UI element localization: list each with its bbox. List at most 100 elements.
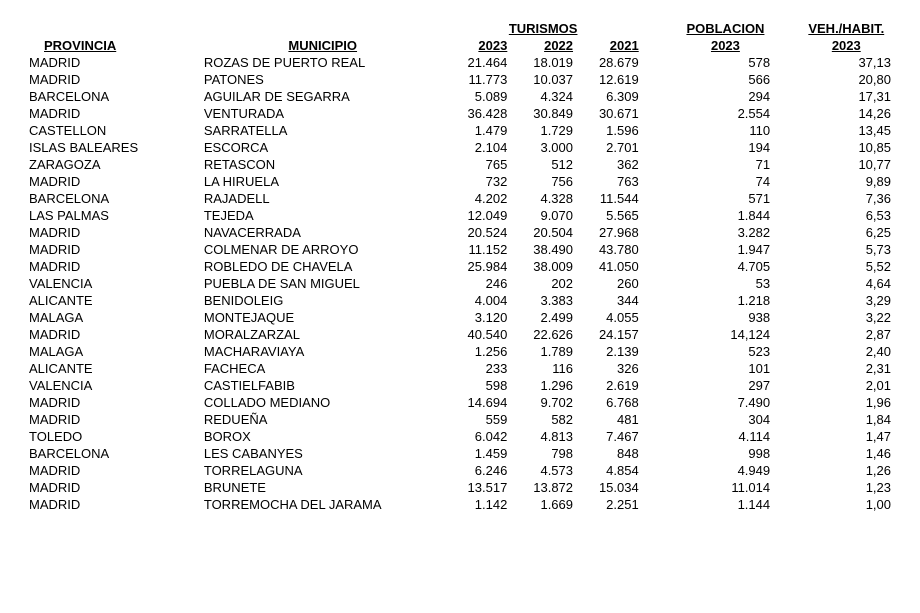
cell-municipio: MACHARAVIAYA [201,343,445,360]
table-row: LAS PALMASTEJEDA12.0499.0705.5651.8446,5… [26,207,894,224]
cell-t2022: 116 [510,360,576,377]
cell-provincia: MADRID [26,224,201,241]
table-row: ISLAS BALEARESESCORCA2.1043.0002.7011941… [26,139,894,156]
cell-provincia: CASTELLON [26,122,201,139]
cell-provincia: MADRID [26,54,201,71]
cell-poblacion: 1.144 [678,496,773,513]
cell-provincia: MADRID [26,105,201,122]
header-turismos-group: TURISMOS [445,20,642,37]
cell-t2021: 260 [576,275,642,292]
cell-poblacion: 14,124 [678,326,773,343]
table-row: MADRIDROZAS DE PUERTO REAL21.46418.01928… [26,54,894,71]
cell-t2021: 4.055 [576,309,642,326]
cell-t2022: 4.324 [510,88,576,105]
cell-provincia: VALENCIA [26,377,201,394]
cell-t2022: 2.499 [510,309,576,326]
cell-provincia: MADRID [26,173,201,190]
cell-poblacion: 101 [678,360,773,377]
cell-t2022: 582 [510,411,576,428]
cell-poblacion: 571 [678,190,773,207]
cell-municipio: AGUILAR DE SEGARRA [201,88,445,105]
cell-t2022: 9.702 [510,394,576,411]
cell-vehhab: 17,31 [799,88,894,105]
cell-municipio: TEJEDA [201,207,445,224]
cell-provincia: MADRID [26,241,201,258]
cell-t2022: 10.037 [510,71,576,88]
table-row: MADRIDTORREMOCHA DEL JARAMA1.1421.6692.2… [26,496,894,513]
cell-t2023: 598 [445,377,511,394]
table-row: VALENCIAPUEBLA DE SAN MIGUEL246202260534… [26,275,894,292]
cell-vehhab: 13,45 [799,122,894,139]
cell-municipio: MORALZARZAL [201,326,445,343]
cell-vehhab: 1,26 [799,462,894,479]
cell-municipio: TORRELAGUNA [201,462,445,479]
cell-t2022: 1.296 [510,377,576,394]
table-row: ZARAGOZARETASCON7655123627110,77 [26,156,894,173]
cell-t2022: 756 [510,173,576,190]
cell-t2022: 4.813 [510,428,576,445]
table-row: MADRIDPATONES11.77310.03712.61956620,80 [26,71,894,88]
table-row: TOLEDOBOROX6.0424.8137.4674.1141,47 [26,428,894,445]
header-poblacion-year: 2023 [678,37,773,54]
cell-municipio: NAVACERRADA [201,224,445,241]
cell-provincia: MADRID [26,479,201,496]
cell-t2021: 6.309 [576,88,642,105]
cell-poblacion: 11.014 [678,479,773,496]
cell-t2023: 233 [445,360,511,377]
cell-vehhab: 5,52 [799,258,894,275]
header-vehhab: VEH./HABIT. [799,20,894,37]
cell-vehhab: 9,89 [799,173,894,190]
table-row: BARCELONARAJADELL4.2024.32811.5445717,36 [26,190,894,207]
cell-vehhab: 6,25 [799,224,894,241]
cell-t2023: 11.152 [445,241,511,258]
cell-poblacion: 7.490 [678,394,773,411]
cell-t2022: 1.789 [510,343,576,360]
cell-t2021: 41.050 [576,258,642,275]
cell-t2023: 11.773 [445,71,511,88]
table-header: PROVINCIA MUNICIPIO TURISMOS POBLACION V… [26,20,894,54]
cell-t2021: 27.968 [576,224,642,241]
table-row: MADRIDLA HIRUELA732756763749,89 [26,173,894,190]
cell-poblacion: 1.218 [678,292,773,309]
cell-t2023: 21.464 [445,54,511,71]
cell-provincia: VALENCIA [26,275,201,292]
cell-poblacion: 74 [678,173,773,190]
cell-provincia: ALICANTE [26,360,201,377]
header-provincia: PROVINCIA [26,20,201,54]
cell-t2023: 6.246 [445,462,511,479]
cell-provincia: ISLAS BALEARES [26,139,201,156]
cell-t2021: 848 [576,445,642,462]
cell-t2021: 7.467 [576,428,642,445]
cell-municipio: COLLADO MEDIANO [201,394,445,411]
header-year-t2021: 2021 [576,37,642,54]
cell-vehhab: 1,23 [799,479,894,496]
cell-provincia: MADRID [26,71,201,88]
cell-t2021: 11.544 [576,190,642,207]
cell-t2021: 763 [576,173,642,190]
cell-provincia: MADRID [26,496,201,513]
cell-provincia: MALAGA [26,309,201,326]
cell-municipio: ROZAS DE PUERTO REAL [201,54,445,71]
table-row: MADRIDTORRELAGUNA6.2464.5734.8544.9491,2… [26,462,894,479]
table-row: BARCELONAAGUILAR DE SEGARRA5.0894.3246.3… [26,88,894,105]
cell-t2023: 6.042 [445,428,511,445]
table-row: MADRIDCOLMENAR DE ARROYO11.15238.49043.7… [26,241,894,258]
cell-t2022: 202 [510,275,576,292]
cell-poblacion: 566 [678,71,773,88]
cell-municipio: MONTEJAQUE [201,309,445,326]
cell-t2021: 15.034 [576,479,642,496]
cell-poblacion: 304 [678,411,773,428]
cell-t2022: 4.328 [510,190,576,207]
cell-t2023: 1.459 [445,445,511,462]
cell-t2022: 3.383 [510,292,576,309]
cell-t2023: 20.524 [445,224,511,241]
cell-t2021: 1.596 [576,122,642,139]
cell-t2021: 344 [576,292,642,309]
table-body: MADRIDROZAS DE PUERTO REAL21.46418.01928… [26,54,894,513]
cell-vehhab: 6,53 [799,207,894,224]
cell-t2022: 512 [510,156,576,173]
cell-poblacion: 194 [678,139,773,156]
cell-t2021: 4.854 [576,462,642,479]
table-row: CASTELLONSARRATELLA1.4791.7291.59611013,… [26,122,894,139]
cell-municipio: RETASCON [201,156,445,173]
